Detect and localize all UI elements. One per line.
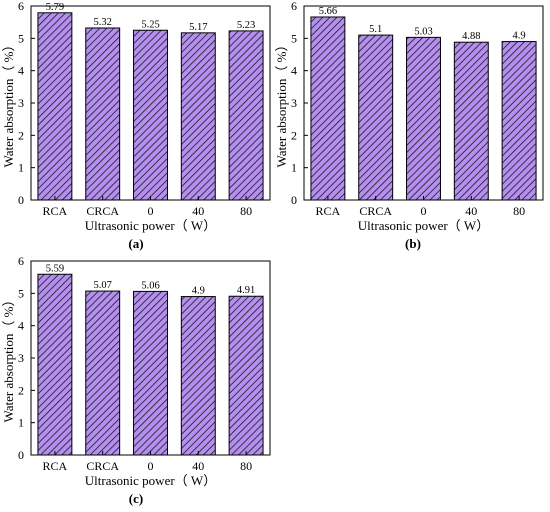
data-label: 5.25 [141,19,159,30]
x-tick-label: 80 [513,204,525,218]
chart-panel-2: 0 1 2 3 4 5 6 5.66 RCA 5.1 CRCA 5.03 0 4.88 40 4.9 80 Ult… [274,0,544,251]
bar-40 [180,296,216,456]
x-tick-label: CRCA [359,204,392,218]
data-label: 4.9 [513,31,526,42]
y-tick-label: 0 [18,193,24,207]
bar-0 [133,29,168,201]
y-tick-label: 2 [18,383,24,397]
x-tick-label: CRCA [86,459,119,473]
data-label: 4.91 [237,285,255,296]
bar-0 [406,36,441,201]
x-tick-label: 80 [240,204,252,218]
bar-crca [358,34,394,201]
bar-40 [453,41,489,201]
x-axis-title: Ultrasonic power（ W） [85,218,216,233]
y-tick-label: 6 [291,0,297,13]
data-label: 5.79 [46,2,64,13]
data-label: 5.06 [141,280,159,291]
x-tick-label: 0 [148,204,154,218]
bar-crca [85,27,121,201]
panel-label: (c) [129,491,143,506]
y-tick-label: 3 [18,96,24,110]
data-label: 4.88 [462,31,480,42]
data-label: 5.07 [94,280,112,291]
y-tick-label: 3 [18,351,24,365]
y-tick-label: 1 [18,416,24,430]
x-tick-label: 0 [148,459,154,473]
panel-label: (b) [405,236,421,251]
x-tick-label: 40 [192,204,204,218]
chart-panel-3: 0 1 2 3 4 5 6 5.59 RCA 5.07 CRCA 5.06 0 4.9 40 4.91 80 Ul… [1,254,271,506]
x-tick-label: RCA [316,204,341,218]
y-tick-label: 5 [18,286,24,300]
y-axis-title: Water absorption（ %） [1,39,16,168]
y-tick-label: 0 [18,448,24,462]
data-label: 5.23 [237,20,255,31]
x-tick-label: 0 [421,204,427,218]
bar-40 [180,32,216,201]
y-tick-label: 5 [291,31,297,45]
y-tick-label: 4 [18,319,24,333]
y-tick-label: 3 [291,96,297,110]
data-label: 5.17 [189,22,207,33]
y-tick-label: 4 [18,64,24,78]
x-tick-label: RCA [43,204,68,218]
y-tick-label: 5 [18,31,24,45]
data-label: 5.66 [319,6,337,17]
data-label: 5.1 [369,24,382,35]
bar-0 [133,290,168,456]
y-tick-label: 1 [18,161,24,175]
y-tick-label: 2 [291,128,297,142]
y-axis-title: Water absorption（ %） [1,294,16,423]
x-tick-label: 40 [192,459,204,473]
x-tick-label: 80 [240,459,252,473]
x-axis-title: Ultrasonic power（ W） [85,473,216,488]
plot-frame [30,5,271,201]
x-tick-label: CRCA [86,204,119,218]
y-tick-label: 0 [291,193,297,207]
bar-80 [228,30,264,201]
y-axis-title: Water absorption（ %） [274,39,289,168]
data-label: 5.59 [46,263,64,274]
data-label: 5.32 [94,17,112,28]
y-tick-label: 2 [18,128,24,142]
y-tick-label: 6 [18,254,24,268]
panel-label: (a) [128,236,143,251]
bar-80 [501,41,537,201]
y-tick-label: 1 [291,161,297,175]
plot-frame [303,5,544,201]
y-tick-label: 4 [291,64,297,78]
bar-rca [37,273,73,456]
data-label: 5.03 [414,26,432,37]
x-tick-label: RCA [43,459,68,473]
bar-crca [85,290,121,456]
bar-80 [228,295,264,456]
bar-rca [37,12,73,201]
data-label: 4.9 [192,286,205,297]
y-tick-label: 6 [18,0,24,13]
chart-panel-1: 0 1 2 3 4 5 6 5.79 RCA 5.32 CRCA 5.25 0 5.17 40 5.23 80 U… [1,0,271,251]
plot-frame [30,260,271,456]
x-tick-label: 40 [465,204,477,218]
bar-rca [310,16,346,201]
x-axis-title: Ultrasonic power（ W） [358,218,489,233]
